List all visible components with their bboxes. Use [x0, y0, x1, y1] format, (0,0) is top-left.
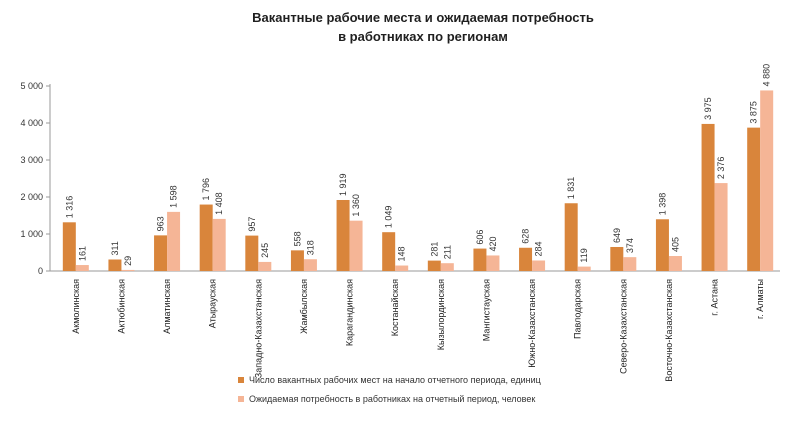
data-label: 1 049 — [384, 206, 394, 229]
bar-series-1 — [336, 199, 350, 271]
category-label: г. Алматы — [755, 279, 765, 319]
y-tick-label: 3 000 — [20, 155, 43, 165]
legend: Число вакантных рабочих мест на начало о… — [238, 375, 541, 404]
category-label: Мангистауская — [481, 279, 491, 341]
category-label: Костанайская — [390, 279, 400, 336]
y-tick-label: 2 000 — [20, 192, 43, 202]
data-label: 606 — [475, 230, 485, 245]
bars — [62, 90, 774, 271]
bar-series-2 — [212, 218, 226, 271]
legend-swatch — [238, 377, 244, 383]
category-label: Жамбылская — [299, 279, 309, 334]
category-label: Западно-Казахстанская — [253, 279, 263, 378]
bar-series-1 — [747, 127, 761, 271]
y-tick-label: 0 — [38, 266, 43, 276]
category-label: Кызылординская — [436, 279, 446, 350]
bar-series-1 — [610, 246, 624, 271]
bar-series-1 — [154, 235, 168, 271]
data-label: 318 — [305, 240, 315, 255]
bar-series-1 — [427, 260, 441, 271]
bar-series-1 — [701, 123, 715, 271]
data-label: 2 376 — [716, 157, 726, 180]
data-label: 1 398 — [657, 193, 667, 216]
bar-series-2 — [440, 263, 454, 271]
bar-series-2 — [714, 183, 728, 271]
data-label: 284 — [534, 241, 544, 256]
data-label: 963 — [156, 216, 166, 231]
data-label: 1 831 — [566, 177, 576, 200]
category-label: Восточно-Казахстанская — [664, 279, 674, 382]
bar-series-1 — [382, 232, 396, 271]
data-label: 3 975 — [703, 97, 713, 120]
bar-series-2 — [760, 90, 774, 271]
data-label: 374 — [625, 238, 635, 253]
category-label: Акмолинская — [71, 279, 81, 334]
data-label: 558 — [292, 231, 302, 246]
data-label: 281 — [429, 242, 439, 257]
bar-series-2 — [75, 265, 89, 271]
bar-series-1 — [199, 204, 213, 271]
bar-series-2 — [668, 256, 682, 271]
bar-series-2 — [486, 255, 500, 271]
data-label: 957 — [247, 217, 257, 232]
legend-label: Число вакантных рабочих мест на начало о… — [249, 375, 541, 385]
bar-series-2 — [349, 220, 363, 271]
bar-series-2 — [395, 265, 409, 271]
data-label: 628 — [521, 229, 531, 244]
data-label: 649 — [612, 228, 622, 243]
data-label: 1 598 — [169, 185, 179, 208]
bar-series-1 — [473, 248, 487, 271]
bar-series-1 — [245, 235, 259, 271]
category-label: Атырауская — [208, 279, 218, 328]
bar-series-2 — [121, 269, 135, 271]
bar-series-1 — [564, 203, 578, 271]
bar-series-1 — [519, 247, 533, 271]
data-label: 1 316 — [64, 196, 74, 219]
chart-title-line-1: Вакантные рабочие места и ожидаемая потр… — [252, 10, 594, 25]
legend-label: Ожидаемая потребность в работниках на от… — [249, 394, 535, 404]
bar-series-1 — [290, 250, 304, 271]
data-label: 3 875 — [749, 101, 759, 124]
chart-title-line-2: в работниках по регионам — [338, 29, 508, 44]
data-label: 1 919 — [338, 173, 348, 196]
category-labels: Акмолинская Актюбинская Алматинская Атыраус… — [71, 279, 765, 382]
data-label: 405 — [670, 237, 680, 252]
y-tick-label: 5 000 — [20, 81, 43, 91]
data-label: 1 408 — [214, 192, 224, 215]
bar-series-2 — [623, 257, 637, 271]
bar-series-2 — [577, 266, 591, 271]
data-label: 148 — [397, 246, 407, 261]
data-label: 1 796 — [201, 178, 211, 201]
bar-series-1 — [655, 219, 669, 271]
category-label: Северо-Казахстанская — [618, 279, 628, 374]
bar-series-2 — [532, 260, 546, 271]
category-label: Южно-Казахстанская — [527, 279, 537, 368]
data-label: 1 360 — [351, 194, 361, 217]
category-label: Павлодарская — [573, 279, 583, 339]
bar-series-2 — [258, 261, 272, 271]
data-label: 161 — [77, 246, 87, 261]
legend-swatch — [238, 396, 244, 402]
data-label: 245 — [260, 243, 270, 258]
bar-series-1 — [62, 222, 76, 271]
data-label: 119 — [579, 248, 589, 262]
data-label: 211 — [442, 245, 452, 259]
data-label: 420 — [488, 236, 498, 251]
data-label: 4 880 — [762, 64, 772, 87]
category-label: Актюбинская — [116, 279, 126, 334]
data-label: 311 — [110, 241, 120, 255]
bar-series-2 — [303, 259, 317, 271]
bar-series-1 — [108, 259, 122, 271]
y-tick-label: 1 000 — [20, 229, 43, 239]
bar-series-2 — [167, 211, 181, 271]
category-label: Алматинская — [162, 279, 172, 334]
data-label: 29 — [123, 256, 133, 266]
category-label: г. Астана — [710, 279, 720, 316]
category-label: Карагандинская — [345, 279, 355, 346]
y-tick-label: 4 000 — [20, 118, 43, 128]
